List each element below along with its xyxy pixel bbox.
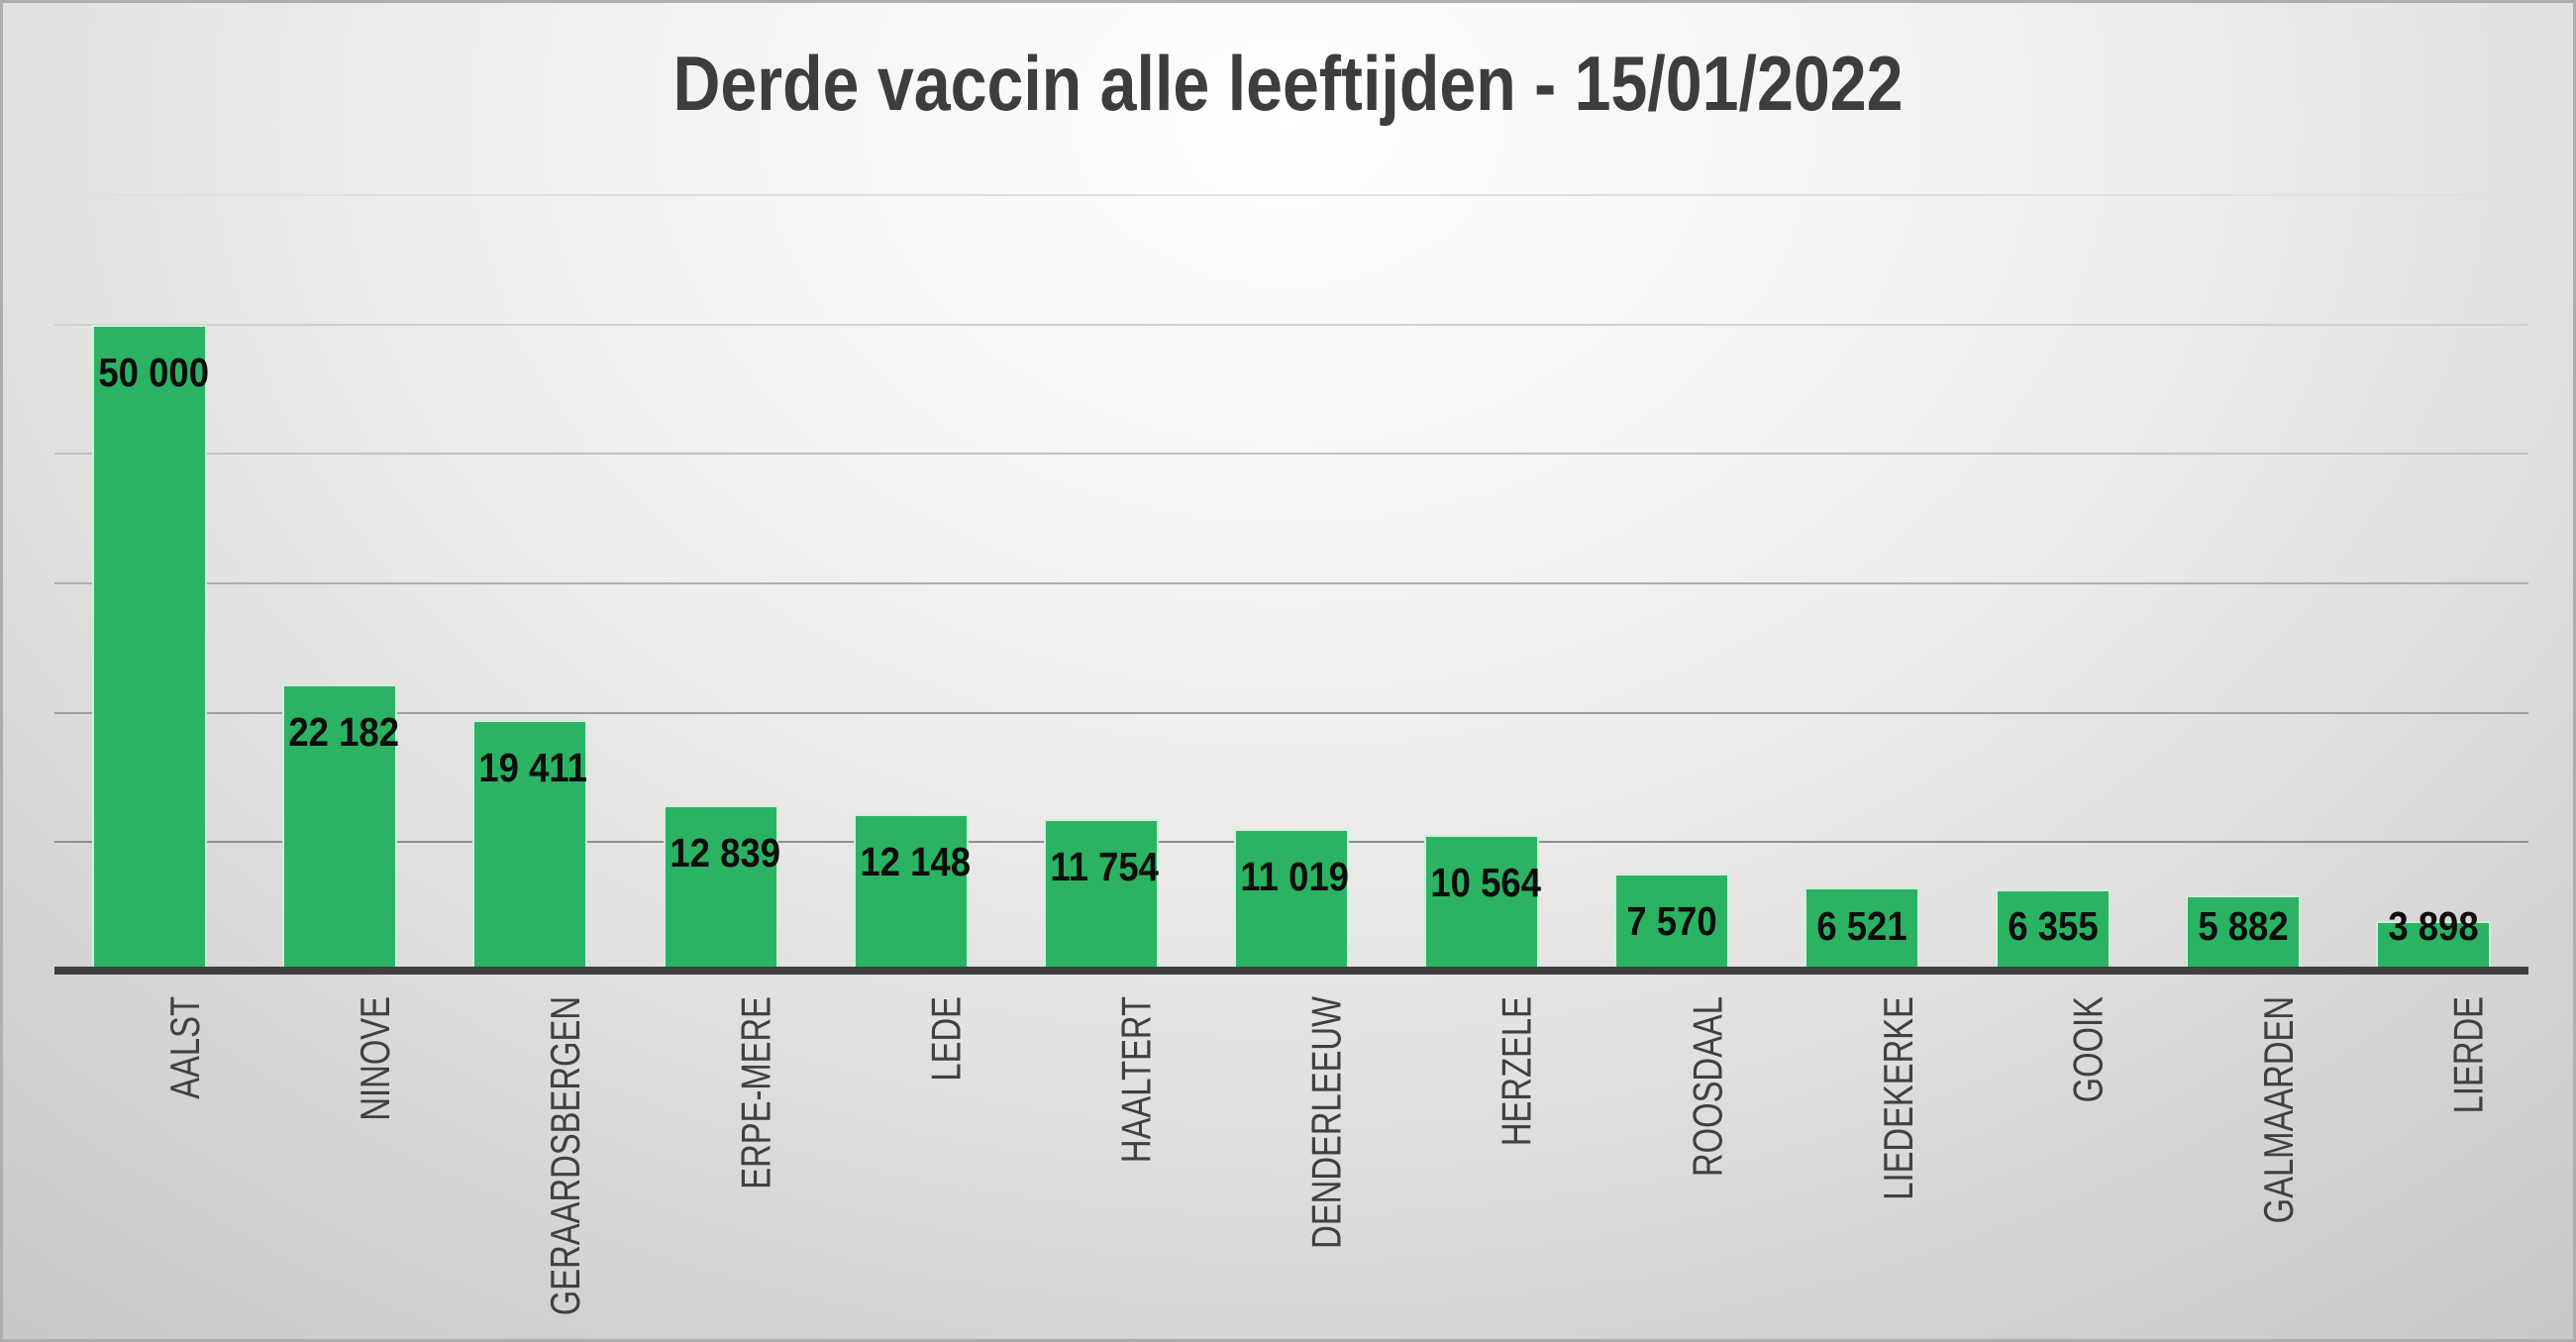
category-label-denderleeuw: DENDERLEEUW [1303, 996, 1350, 1249]
category-label-liedekerke: LIEDEKERKE [1874, 996, 1921, 1200]
category-label-ninove: NINOVE [352, 996, 399, 1121]
bar-erpe-mere [664, 805, 778, 972]
bar-aalst [92, 325, 207, 972]
bar-lede [854, 814, 969, 972]
category-label-erpe-mere: ERPE-MERE [732, 996, 779, 1189]
bar-denderleeuw [1234, 829, 1349, 972]
bar-value-label: 19 411 [478, 745, 587, 790]
bar-value-label: 11 019 [1240, 854, 1349, 899]
bar-value-label: 5 882 [2198, 903, 2289, 949]
category-label-haaltert: HAALTERT [1112, 996, 1160, 1164]
bar-value-label: 12 148 [860, 839, 971, 884]
bar-value-label: 11 754 [1050, 844, 1159, 889]
gridline [54, 711, 2528, 714]
category-label-geraardsbergen: GERAARDSBERGEN [542, 996, 589, 1316]
chart-title: Derde vaccin alle leeftijden - 15/01/202… [672, 40, 1904, 127]
bar-galmaarden [2186, 895, 2301, 972]
gridline [54, 453, 2528, 456]
category-label-lede: LEDE [922, 996, 970, 1082]
category-label-aalst: AALST [161, 996, 209, 1099]
x-axis-line [54, 967, 2528, 975]
bar-lierde [2376, 921, 2491, 972]
bar-geraardsbergen [472, 720, 587, 972]
bar-value-label: 22 182 [288, 709, 399, 755]
gridline [54, 194, 2528, 196]
category-label-galmaarden: GALMAARDEN [2254, 996, 2302, 1224]
bar-herzele [1424, 835, 1539, 972]
bar-value-label: 10 564 [1430, 860, 1541, 905]
bar-value-label: 6 355 [2008, 903, 2099, 949]
category-label-lierde: LIERDE [2444, 996, 2492, 1114]
category-label-herzele: HERZELE [1494, 996, 1541, 1147]
bar-value-label: 3 898 [2388, 903, 2479, 949]
bar-liedekerke [1804, 887, 1919, 972]
bar-haaltert [1044, 819, 1159, 972]
bar-ninove [282, 684, 397, 972]
plot-area: 50 000 22 182 19 411 12 839 12 148 11 754 11 0… [3, 3, 2573, 1339]
bar-value-label: 7 570 [1626, 898, 1717, 944]
gridline [54, 582, 2528, 584]
bar-value-label: 6 521 [1816, 903, 1907, 949]
category-label-roosdaal: ROOSDAAL [1684, 996, 1731, 1178]
bar-gooik [1996, 889, 2111, 972]
bar-roosdaal [1614, 874, 1729, 972]
bar-value-label: 50 000 [98, 350, 209, 395]
category-label-gooik: GOOIK [2064, 996, 2112, 1103]
gridline [54, 323, 2528, 326]
bar-value-label: 12 839 [670, 830, 780, 876]
